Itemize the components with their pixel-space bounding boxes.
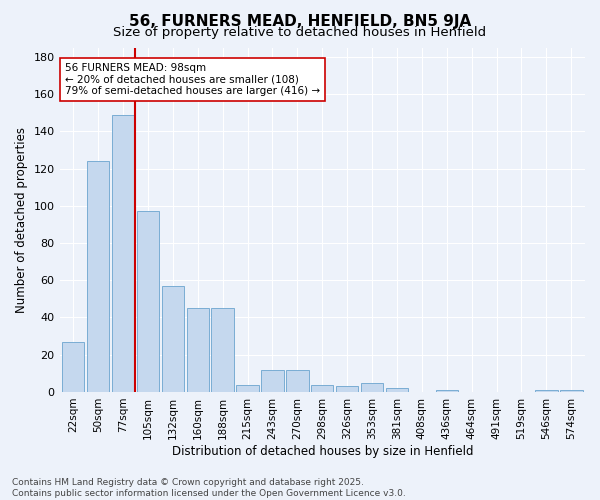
Text: 56, FURNERS MEAD, HENFIELD, BN5 9JA: 56, FURNERS MEAD, HENFIELD, BN5 9JA	[129, 14, 471, 29]
Bar	[286, 370, 308, 392]
Bar	[236, 384, 259, 392]
Bar	[560, 390, 583, 392]
Bar	[361, 382, 383, 392]
Bar	[62, 342, 85, 392]
Bar	[87, 161, 109, 392]
Bar	[211, 308, 234, 392]
Bar	[187, 308, 209, 392]
Text: Size of property relative to detached houses in Henfield: Size of property relative to detached ho…	[113, 26, 487, 39]
Bar	[161, 286, 184, 392]
Y-axis label: Number of detached properties: Number of detached properties	[15, 126, 28, 312]
Bar	[112, 114, 134, 392]
X-axis label: Distribution of detached houses by size in Henfield: Distribution of detached houses by size …	[172, 444, 473, 458]
Bar	[535, 390, 557, 392]
Bar	[386, 388, 408, 392]
Bar	[137, 212, 159, 392]
Bar	[436, 390, 458, 392]
Text: Contains HM Land Registry data © Crown copyright and database right 2025.
Contai: Contains HM Land Registry data © Crown c…	[12, 478, 406, 498]
Bar	[311, 384, 334, 392]
Text: 56 FURNERS MEAD: 98sqm
← 20% of detached houses are smaller (108)
79% of semi-de: 56 FURNERS MEAD: 98sqm ← 20% of detached…	[65, 63, 320, 96]
Bar	[261, 370, 284, 392]
Bar	[336, 386, 358, 392]
